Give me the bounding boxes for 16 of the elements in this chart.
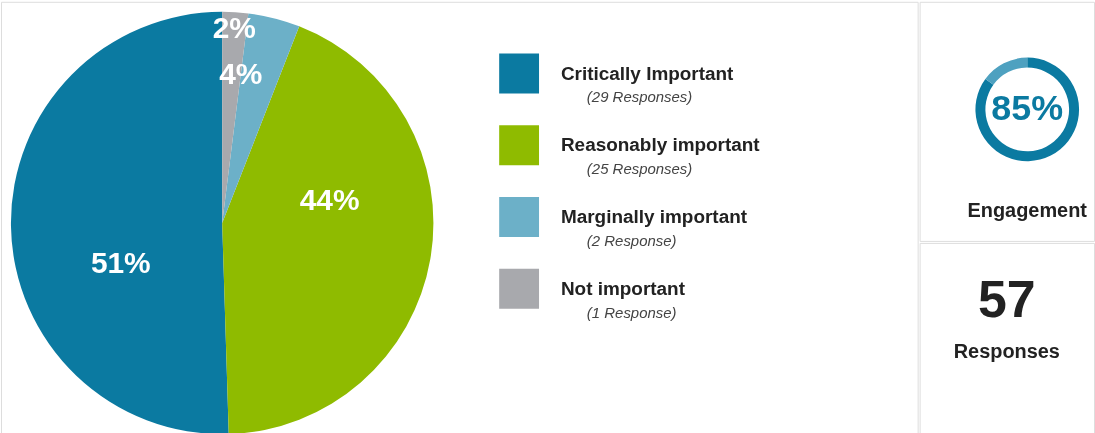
legend-label: Not important [560,277,686,299]
donut-slice [985,57,1028,85]
legend-label: Reasonably important [560,134,761,156]
text: Engagement [967,199,1088,222]
data-label: 85% [991,88,1064,129]
text: 57 [978,269,1036,328]
text: Responses [953,340,1060,363]
donut-slice [975,57,1080,162]
text: (1 Response) [586,303,677,321]
legend-label: Critically Important [560,62,735,84]
text: (2 Response) [586,231,677,249]
legend-label: Marginally important [560,205,748,227]
data-label: 44% [299,182,360,216]
text: (29 Responses) [586,88,693,106]
data-label: 51% [90,246,151,280]
text: (25 Responses) [586,160,693,178]
